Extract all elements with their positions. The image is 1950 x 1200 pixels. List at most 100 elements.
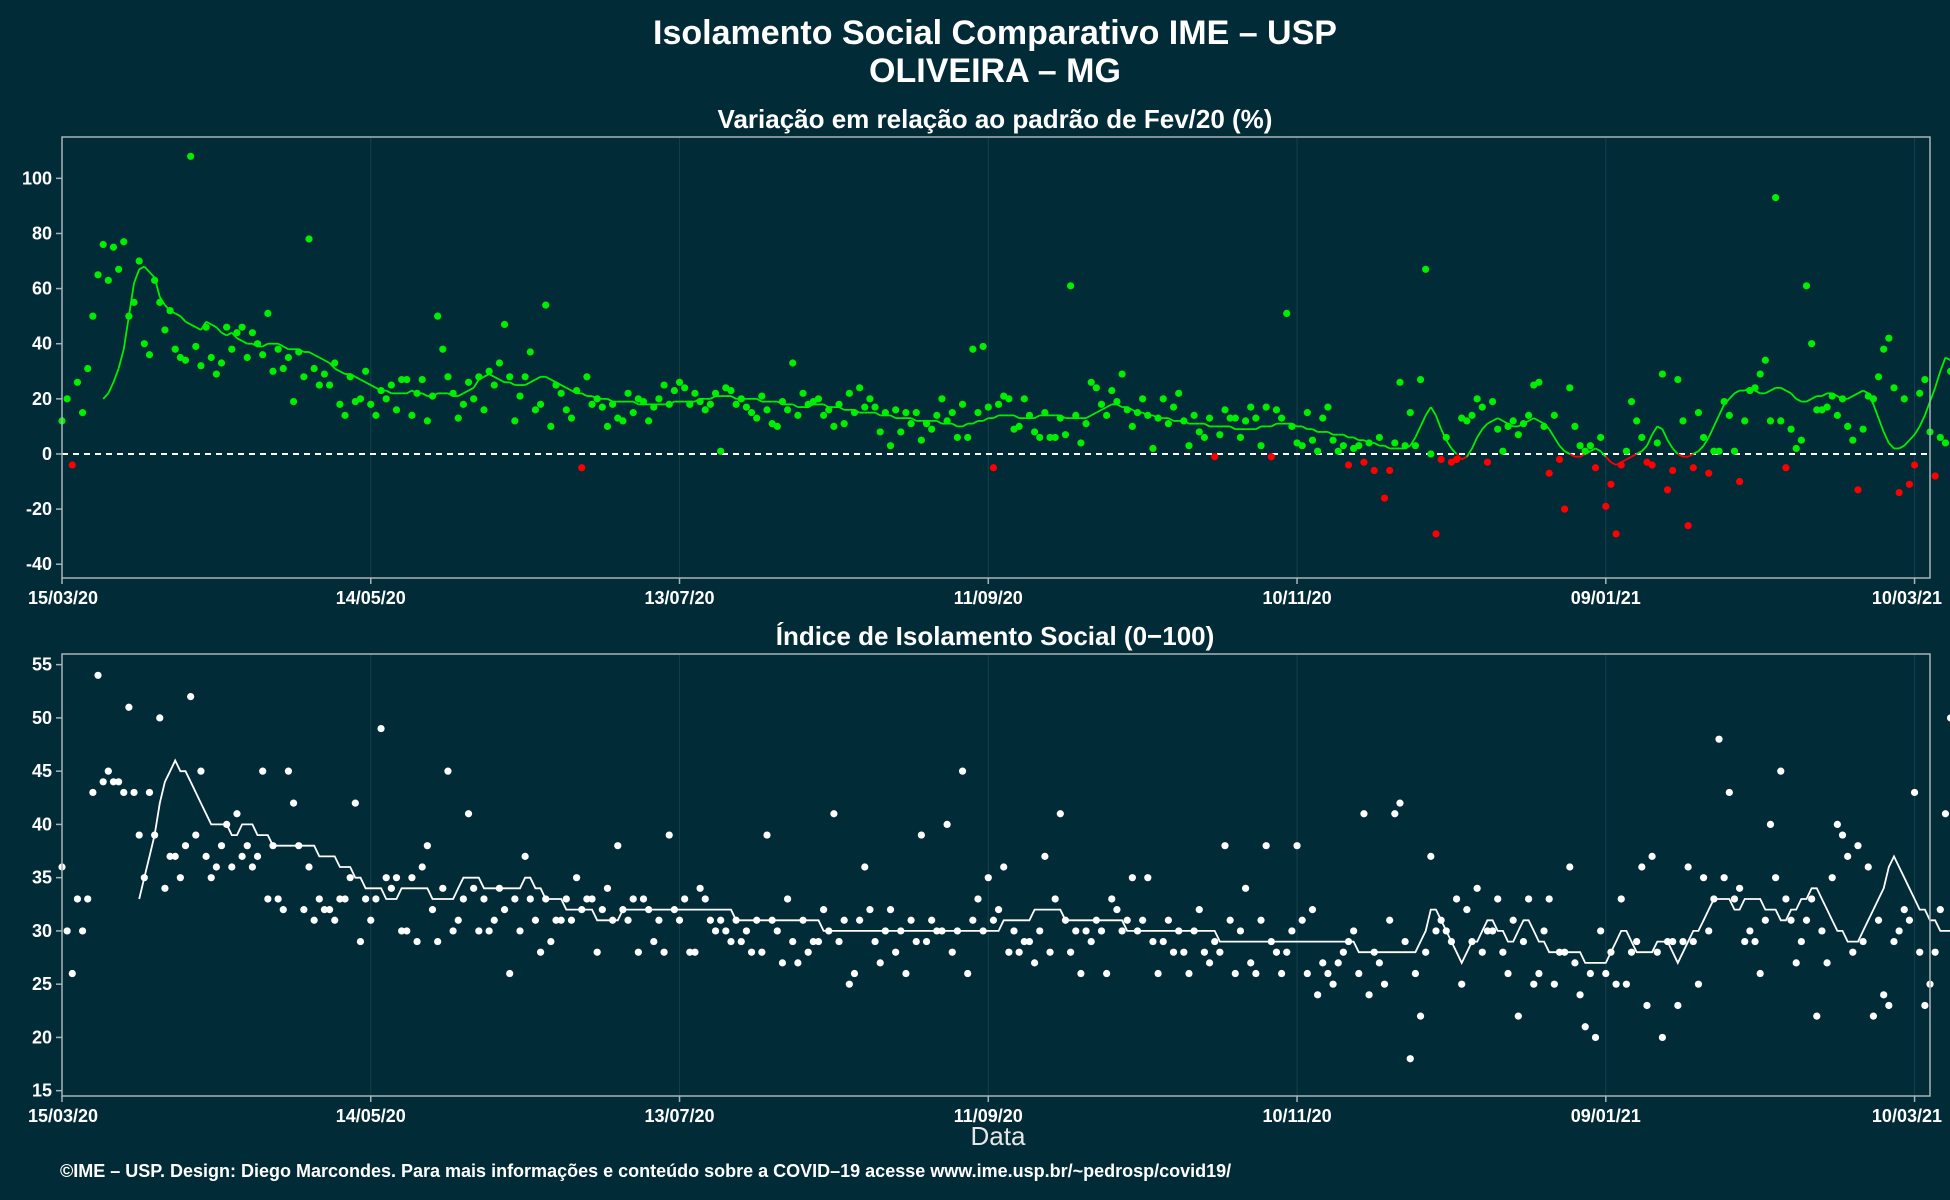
variation-data-point: [1576, 442, 1584, 450]
variation-data-point: [542, 301, 550, 309]
variation-data-point: [1499, 447, 1507, 455]
variation-data-point: [84, 364, 92, 373]
moving-average-segment: [1599, 450, 1607, 458]
index-data-point: [367, 916, 375, 924]
y-tick-label: 50: [32, 708, 52, 728]
variation-data-point: [1128, 422, 1136, 431]
index-data-point: [1833, 820, 1841, 829]
variation-data-point: [876, 428, 884, 436]
index-data-point: [1602, 969, 1610, 978]
variation-data-point: [1041, 409, 1049, 417]
variation-data-point: [506, 373, 514, 381]
index-data-point: [1715, 735, 1723, 743]
index-data-point: [1221, 842, 1229, 850]
index-data-point: [1766, 820, 1775, 829]
index-data-point: [907, 916, 915, 924]
index-data-point: [1808, 895, 1816, 903]
moving-average-segment: [210, 323, 217, 328]
variation-data-point: [706, 400, 714, 408]
figure-title: Isolamento Social Comparativo IME – USP: [653, 14, 1337, 52]
variation-data-point: [94, 271, 102, 279]
variation-data-point: [773, 422, 781, 431]
moving-average-segment: [1728, 392, 1736, 400]
variation-data-point: [120, 238, 128, 246]
variation-data-point: [1355, 442, 1363, 450]
index-data-point: [1725, 788, 1733, 797]
variation-data-point: [1370, 466, 1378, 475]
index-data-point: [696, 884, 704, 892]
variation-data-point: [418, 375, 426, 384]
index-data-point: [758, 948, 766, 956]
index-data-point: [1885, 1001, 1893, 1010]
moving-average-segment: [102, 392, 109, 400]
variation-data-point: [1602, 502, 1610, 510]
index-data-point: [1720, 874, 1728, 882]
index-data-point: [1308, 906, 1317, 914]
index-data-point: [387, 884, 395, 892]
panel-variation: Variação em relação ao padrão de Fev/20 …: [22, 104, 1950, 608]
index-data-point: [711, 927, 720, 935]
index-data-point: [1097, 927, 1106, 935]
variation-data-point: [1180, 417, 1188, 425]
variation-data-point: [1149, 444, 1157, 453]
panel-index-title: Índice de Isolamento Social (0−100): [776, 621, 1215, 651]
index-data-point: [1772, 874, 1780, 882]
index-data-point: [197, 767, 205, 775]
index-data-point: [1777, 767, 1785, 775]
index-data-point: [161, 884, 169, 892]
y-tick-label: 15: [32, 1081, 52, 1101]
index-data-point: [1041, 852, 1049, 860]
moving-average-segment: [1327, 431, 1334, 436]
moving-average-segment: [179, 315, 187, 323]
variation-data-point: [1653, 439, 1661, 447]
index-data-point: [1324, 969, 1332, 978]
index-data-point: [1051, 895, 1059, 903]
variation-data-point: [964, 433, 972, 442]
index-data-point: [799, 916, 807, 924]
variation-data-point: [305, 235, 313, 243]
moving-average-segment: [1255, 425, 1262, 430]
index-data-point: [228, 863, 236, 871]
x-tick-label: 11/09/20: [954, 588, 1023, 608]
moving-average-segment: [231, 332, 238, 339]
moving-average-segment: [143, 265, 151, 273]
variation-data-point: [1252, 414, 1260, 422]
index-data-point: [1329, 980, 1337, 988]
index-data-point: [1339, 948, 1347, 956]
index-data-point: [1072, 927, 1080, 935]
index-data-point: [825, 927, 833, 935]
index-data-point: [830, 810, 838, 818]
variation-data-point: [675, 378, 684, 386]
moving-average-segment: [1666, 439, 1674, 449]
variation-data-point: [104, 276, 112, 284]
variation-data-point: [1391, 439, 1399, 447]
index-data-point: [1236, 927, 1245, 935]
moving-average-segment: [1913, 425, 1921, 436]
variation-data-point: [223, 323, 231, 331]
variation-data-point: [763, 406, 771, 414]
moving-average-segment: [138, 265, 145, 271]
index-data-point: [1499, 948, 1507, 956]
x-tick-label: 13/07/20: [644, 588, 714, 608]
index-data-point: [1401, 937, 1409, 946]
variation-data-point: [1144, 411, 1152, 419]
x-tick-label: 15/03/20: [28, 588, 98, 608]
variation-data-point: [609, 400, 617, 408]
variation-data-point: [1005, 395, 1013, 403]
index-data-point: [861, 863, 869, 871]
variation-data-point: [1715, 447, 1723, 455]
variation-data-point: [886, 442, 895, 450]
index-data-point: [1334, 959, 1342, 967]
index-data-point: [253, 852, 262, 860]
moving-average-segment: [1770, 387, 1777, 392]
variation-data-point: [1782, 464, 1790, 472]
index-data-point: [1350, 927, 1358, 935]
y-tick-label: 30: [32, 921, 52, 941]
moving-average-segment: [112, 368, 120, 383]
index-data-point: [763, 831, 771, 839]
variation-data-point: [1025, 411, 1034, 419]
variation-data-point: [531, 406, 540, 414]
index-data-point: [1113, 906, 1121, 914]
variation-data-point: [928, 425, 936, 433]
index-data-point: [459, 895, 467, 903]
